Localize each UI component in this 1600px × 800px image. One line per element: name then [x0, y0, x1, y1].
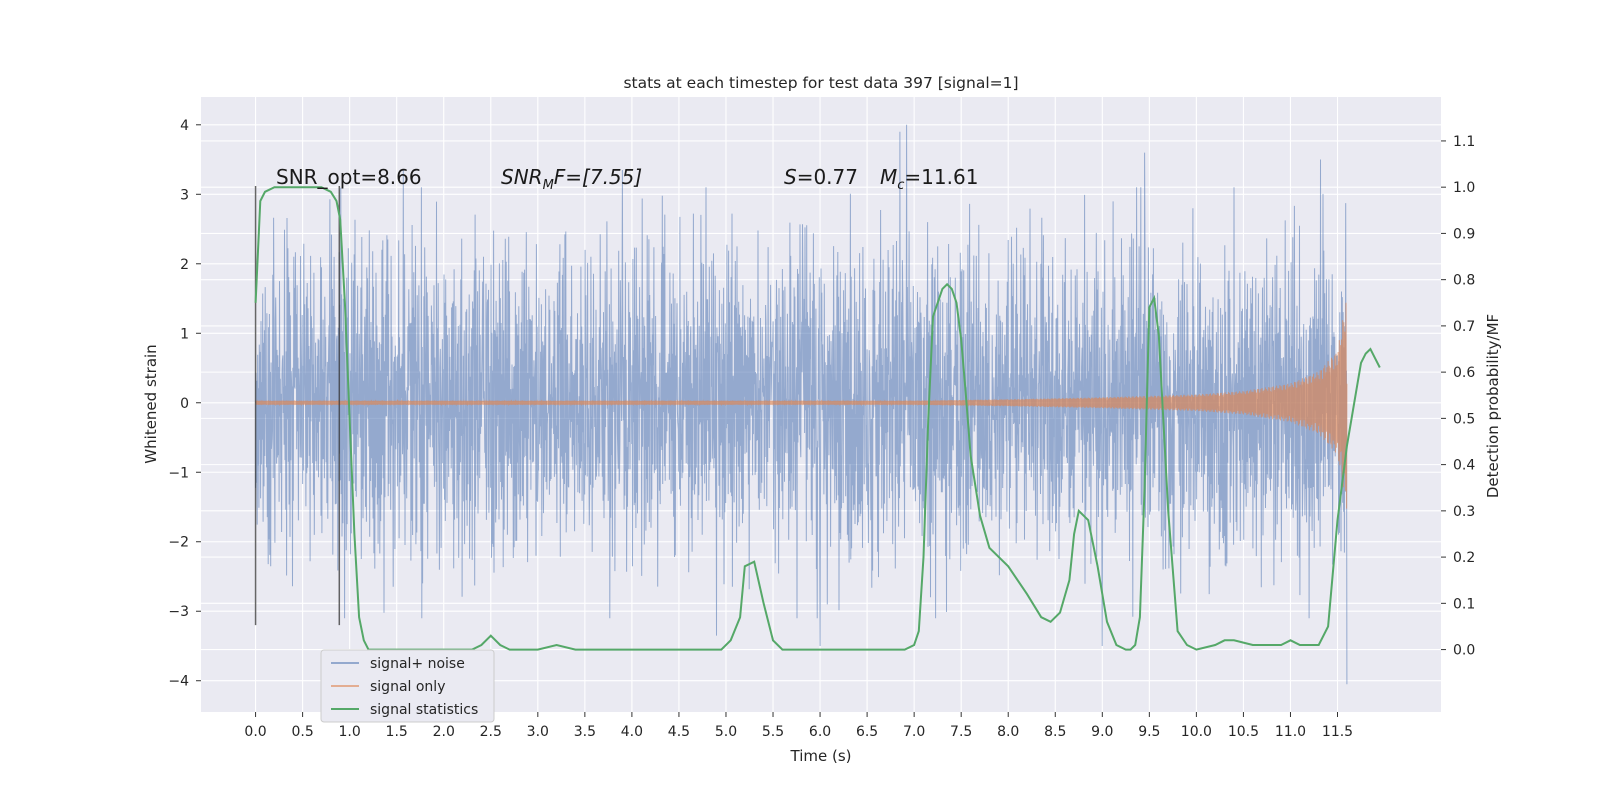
y-axis-title: Whitened strain	[142, 344, 160, 463]
y-tick-label: −4	[168, 674, 189, 690]
x-tick-label: 10.5	[1228, 724, 1259, 740]
y2-tick-label: 0.5	[1453, 411, 1475, 427]
x-tick-label: 5.5	[762, 724, 784, 740]
y2-tick-label: 0.1	[1453, 596, 1475, 612]
x-tick-label: 2.0	[433, 724, 455, 740]
series-signal-only	[255, 302, 1348, 509]
s-rest: =0.77	[797, 165, 858, 189]
y-tick-label: −3	[168, 604, 189, 620]
y2-tick-label: 0.7	[1453, 319, 1475, 335]
x-tick-label: 6.0	[809, 724, 831, 740]
x-tick-label: 8.0	[997, 724, 1019, 740]
snr-mf-rest: F=[7.55]	[554, 165, 642, 189]
y-tick-label: 4	[180, 118, 189, 134]
x-tick-label: 9.5	[1138, 724, 1160, 740]
y2-axis-title: Detection probability/MF	[1484, 314, 1502, 498]
legend-label-signal-only: signal only	[370, 679, 445, 695]
axes: 0.0 0.5 1.0 1.5 2.0 2.5 3.0 3.5 4.0 4.5 5.0 5.5 6.0 6…	[168, 118, 1475, 740]
y-tick-label: −1	[168, 465, 189, 481]
y2-tick-label: 0.3	[1453, 504, 1475, 520]
snr-mf-main: SNR	[501, 165, 543, 189]
x-tick-label: 10.0	[1181, 724, 1212, 740]
y2-tick-label: 1.0	[1453, 180, 1475, 196]
y-tick-label: 2	[180, 257, 189, 273]
x-tick-label: 9.0	[1091, 724, 1113, 740]
y-tick-label: −2	[168, 535, 189, 551]
x-tick-label: 7.0	[903, 724, 925, 740]
snr-opt-annotation: SNR_opt=8.66	[276, 165, 422, 189]
legend-label-signal-statistics: signal statistics	[370, 702, 478, 718]
x-tick-label: 5.0	[715, 724, 737, 740]
s-main: S	[784, 165, 797, 189]
y2-tick-label: 1.1	[1453, 134, 1475, 150]
x-tick-label: 3.0	[527, 724, 549, 740]
x-tick-label: 8.5	[1044, 724, 1066, 740]
y2-tick-label: 0.2	[1453, 550, 1475, 566]
x-axis-title: Time (s)	[790, 747, 852, 765]
s-annotation: S=0.77	[784, 165, 858, 189]
x-tick-label: 2.5	[480, 724, 502, 740]
legend-box	[320, 649, 495, 723]
x-tick-label: 3.5	[574, 724, 596, 740]
y-tick-label: 1	[180, 326, 189, 342]
snr-mf-annotation: SNRMF=[7.55]	[501, 165, 642, 193]
legend: signal+ noise signal only signal statist…	[320, 649, 495, 723]
legend-label-signal-noise: signal+ noise	[370, 656, 465, 672]
y2-tick-label: 0.6	[1453, 365, 1475, 381]
x-tick-label: 7.5	[950, 724, 972, 740]
x-tick-label: 4.0	[621, 724, 643, 740]
mc-rest: =11.61	[904, 165, 978, 189]
mc-subscript: c	[897, 178, 904, 193]
y-tick-label: 3	[180, 187, 189, 203]
x-tick-label: 11.5	[1322, 724, 1353, 740]
x-tick-label: 1.5	[386, 724, 408, 740]
mc-main: M	[880, 165, 897, 189]
y2-tick-label: 0.0	[1453, 643, 1475, 659]
x-tick-label: 0.0	[244, 724, 266, 740]
y-tick-label: 0	[180, 396, 189, 412]
mc-annotation: Mc=11.61	[880, 165, 978, 193]
plot-title: stats at each timestep for test data 397…	[623, 74, 1018, 92]
x-tick-label: 0.5	[291, 724, 313, 740]
y2-tick-label: 0.8	[1453, 273, 1475, 289]
y2-tick-label: 0.4	[1453, 458, 1475, 474]
x-tick-label: 6.5	[856, 724, 878, 740]
y2-tick-label: 0.9	[1453, 226, 1475, 242]
x-tick-label: 1.0	[339, 724, 361, 740]
x-tick-label: 11.0	[1275, 724, 1306, 740]
x-tick-label: 4.5	[668, 724, 690, 740]
snr-mf-subscript: M	[543, 178, 554, 193]
